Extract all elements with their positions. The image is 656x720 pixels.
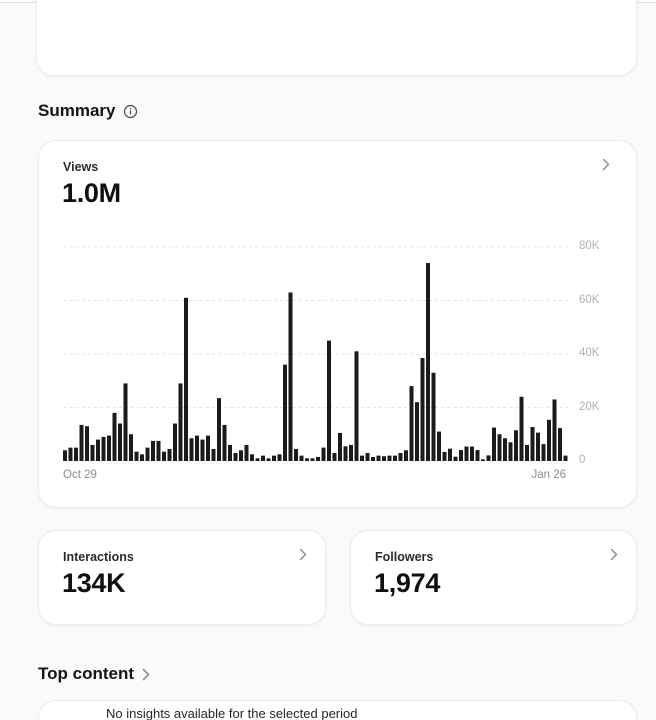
interactions-card[interactable]: Interactions 134K xyxy=(38,530,326,625)
y-axis-tick-label: 80K xyxy=(579,240,600,252)
y-axis-tick-label: 60K xyxy=(579,293,600,306)
followers-card-value: 1,974 xyxy=(374,568,441,598)
summary-heading: Summary xyxy=(38,101,138,121)
chevron-right-icon xyxy=(602,158,610,176)
y-axis-tick-label: 40K xyxy=(579,347,600,359)
followers-card[interactable]: Followers 1,974 xyxy=(350,530,637,625)
chart-x-start-label: Oct 29 xyxy=(63,469,97,481)
previous-card-partial xyxy=(36,0,637,76)
info-icon[interactable] xyxy=(123,104,138,119)
chevron-right-icon xyxy=(610,548,618,566)
views-card-value: 1.0M xyxy=(62,178,121,208)
interactions-card-value: 134K xyxy=(62,568,126,598)
followers-card-label: Followers xyxy=(375,550,434,564)
top-content-card-partial[interactable]: No insights available for the selected p… xyxy=(38,700,637,720)
views-bar-chart xyxy=(63,246,569,461)
views-card[interactable]: Views 1.0M 80K 60K 40K 20K 0 Oct 29 Jan 26 xyxy=(38,140,637,508)
views-card-label: Views xyxy=(63,160,99,174)
top-content-heading-label: Top content xyxy=(38,664,134,683)
chevron-right-icon xyxy=(299,548,307,566)
top-content-partial-text: No insights available for the selected p… xyxy=(106,706,358,720)
chart-x-end-label: Jan 26 xyxy=(531,469,566,481)
summary-heading-label: Summary xyxy=(38,101,116,120)
top-content-link[interactable]: Top content xyxy=(38,664,150,684)
interactions-card-label: Interactions xyxy=(63,550,134,564)
chevron-right-icon xyxy=(142,668,150,681)
y-axis-tick-label: 0 xyxy=(579,454,586,466)
y-axis-tick-label: 20K xyxy=(579,400,600,413)
